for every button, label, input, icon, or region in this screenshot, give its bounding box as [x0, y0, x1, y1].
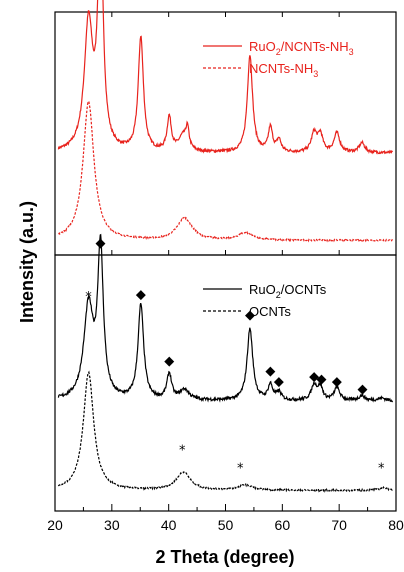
x-tick-label: 60 — [275, 517, 291, 533]
top-series-1-line — [58, 99, 393, 243]
ruo2-peak-marker: ◆ — [245, 308, 255, 323]
ruo2-peak-marker: ◆ — [265, 364, 275, 379]
legend-label-part: 2 — [276, 290, 281, 300]
x-tick-label: 30 — [104, 517, 120, 533]
ocnt-peak-marker: * — [237, 461, 244, 476]
ocnt-peak-marker: * — [378, 461, 385, 476]
x-tick-label: 40 — [161, 517, 177, 533]
legend-label-part: 3 — [313, 69, 318, 79]
ruo2-peak-marker: ◆ — [309, 369, 319, 384]
legend-label-part: RuO — [249, 39, 276, 54]
bottom-series-1-line — [57, 370, 394, 493]
bottom-series-0-line — [57, 233, 394, 403]
ocnt-peak-marker: * — [85, 290, 92, 305]
legend-label-part: 2 — [276, 47, 281, 57]
x-tick-label: 70 — [331, 517, 347, 533]
x-axis-tick-labels: 20 30 40 50 60 70 80 — [47, 517, 404, 533]
x-tick-label: 80 — [388, 517, 404, 533]
x-tick-label: 50 — [218, 517, 234, 533]
legend-label-part: NCNTs-NH — [249, 61, 313, 76]
top-legend-label-0: RuO2/NCNTs-NH3 — [249, 39, 354, 57]
diffraction-curves — [57, 0, 394, 493]
legend-label-part: 3 — [349, 47, 354, 57]
peak-markers: *◆◆◆◆◆◆ ◆◆ ◆◆** * — [85, 236, 385, 476]
ruo2-peak-marker: ◆ — [317, 372, 327, 387]
legend-label-part: RuO — [249, 282, 276, 297]
ocnt-peak-marker: * — [179, 444, 186, 459]
legend-label-part: OCNTs — [249, 304, 291, 319]
ruo2-peak-marker: ◆ — [95, 236, 105, 251]
ruo2-peak-marker: ◆ — [164, 354, 174, 369]
x-tick-label: 20 — [47, 517, 63, 533]
ruo2-peak-marker: ◆ — [136, 287, 146, 302]
top-legend-label-1: NCNTs-NH3 — [249, 61, 318, 79]
bottom-legend-label-1: OCNTs — [249, 304, 291, 319]
bottom-panel-frame — [54, 254, 397, 512]
bottom-legend-label-0: RuO2/OCNTs — [249, 282, 327, 300]
ruo2-peak-marker: ◆ — [332, 374, 342, 389]
y-axis-title: Intensity (a.u.) — [17, 201, 37, 323]
ruo2-peak-marker: ◆ — [274, 374, 284, 389]
x-axis-title: 2 Theta (degree) — [155, 547, 294, 567]
legend-label-part: /OCNTs — [281, 282, 327, 297]
top-series-0-line — [57, 0, 394, 155]
legend-label-part: /NCNTs-NH — [281, 39, 349, 54]
ruo2-peak-marker: ◆ — [357, 382, 367, 397]
x-axis-ticks — [54, 12, 397, 511]
